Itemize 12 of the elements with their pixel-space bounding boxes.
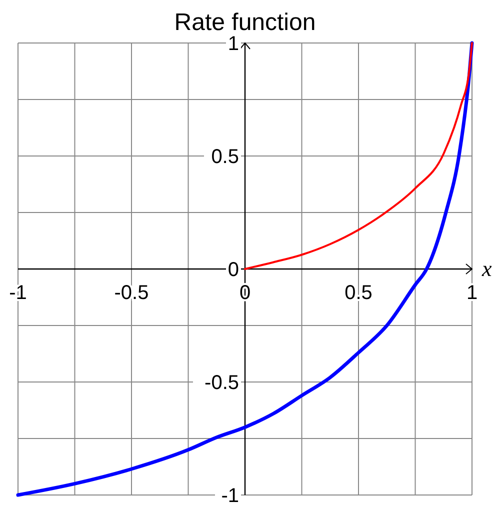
x-axis-title: x <box>481 256 492 281</box>
y-tick-label: -1 <box>221 485 239 507</box>
y-tick-label: 0.5 <box>211 146 239 168</box>
y-tick-label: 0 <box>228 259 239 281</box>
x-tick-label: -1 <box>9 282 27 304</box>
y-tick-label: 1 <box>228 33 239 55</box>
y-tick-label: -0.5 <box>204 372 239 394</box>
x-tick-label: 1 <box>466 282 478 304</box>
chart-title: Rate function <box>174 9 316 36</box>
line-series <box>244 42 473 270</box>
x-tick-label: 0.5 <box>344 282 372 304</box>
x-tick-label: -0.5 <box>114 282 149 304</box>
